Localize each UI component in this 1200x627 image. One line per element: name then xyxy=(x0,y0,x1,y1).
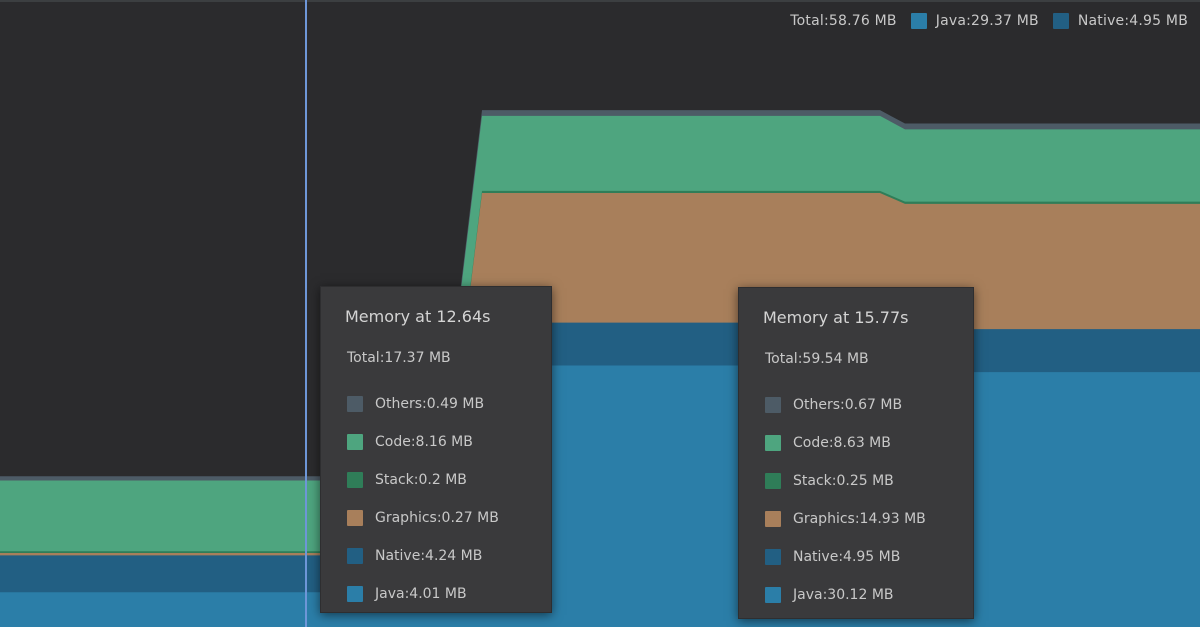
native-swatch-icon xyxy=(347,548,363,564)
tooltip-title: Memory at 12.64s xyxy=(345,307,491,326)
tooltip-rows: Others:0.67 MB Code:8.63 MB Stack:0.25 M… xyxy=(765,386,926,614)
legend-total-label: Total:58.76 MB xyxy=(790,13,897,29)
tooltip-row-label: Stack:0.25 MB xyxy=(793,473,894,489)
java-swatch-icon xyxy=(765,587,781,603)
stack-swatch-icon xyxy=(765,473,781,489)
tooltip-row-code: Code:8.63 MB xyxy=(765,424,926,462)
tooltip-row-others: Others:0.49 MB xyxy=(347,385,499,423)
tooltip-row-java: Java:4.01 MB xyxy=(347,575,499,613)
tooltip-row-label: Java:30.12 MB xyxy=(793,587,894,603)
top-border xyxy=(0,0,1200,2)
tooltip-row-label: Code:8.16 MB xyxy=(375,434,473,450)
tooltip-total: Total:59.54 MB xyxy=(765,351,869,367)
tooltip-row-others: Others:0.67 MB xyxy=(765,386,926,424)
tooltip-row-graphics: Graphics:14.93 MB xyxy=(765,500,926,538)
tooltip-row-code: Code:8.16 MB xyxy=(347,423,499,461)
tooltip-row-label: Others:0.67 MB xyxy=(793,397,903,413)
tooltip-row-label: Others:0.49 MB xyxy=(375,396,485,412)
legend-java-label: Java:29.37 MB xyxy=(935,13,1039,29)
legend-native-label: Native:4.95 MB xyxy=(1077,13,1188,29)
time-cursor-line[interactable] xyxy=(305,0,307,627)
others-swatch-icon xyxy=(765,397,781,413)
stack-swatch-icon xyxy=(347,472,363,488)
legend-item-java: Java:29.37 MB xyxy=(910,13,1039,29)
tooltip-total: Total:17.37 MB xyxy=(347,350,451,366)
code-swatch-icon xyxy=(347,434,363,450)
tooltip-title: Memory at 15.77s xyxy=(763,308,909,327)
tooltip-row-graphics: Graphics:0.27 MB xyxy=(347,499,499,537)
legend-item-total: Total:58.76 MB xyxy=(790,13,896,29)
tooltip-row-native: Native:4.24 MB xyxy=(347,537,499,575)
memory-legend: Total:58.76 MB Java:29.37 MB Native:4.95… xyxy=(790,13,1188,29)
native-swatch-icon xyxy=(1052,13,1069,29)
java-swatch-icon xyxy=(910,13,927,29)
others-swatch-icon xyxy=(347,396,363,412)
graphics-swatch-icon xyxy=(347,510,363,526)
tooltip-row-label: Java:4.01 MB xyxy=(375,586,467,602)
tooltip-row-stack: Stack:0.2 MB xyxy=(347,461,499,499)
tooltip-row-label: Graphics:14.93 MB xyxy=(793,511,926,527)
memory-tooltip: Memory at 12.64s Total:17.37 MB Others:0… xyxy=(320,286,552,613)
java-swatch-icon xyxy=(347,586,363,602)
legend-item-native: Native:4.95 MB xyxy=(1052,13,1188,29)
tooltip-row-label: Native:4.24 MB xyxy=(375,548,483,564)
tooltip-row-label: Graphics:0.27 MB xyxy=(375,510,499,526)
tooltip-row-label: Native:4.95 MB xyxy=(793,549,901,565)
graphics-swatch-icon xyxy=(765,511,781,527)
tooltip-row-java: Java:30.12 MB xyxy=(765,576,926,614)
tooltip-row-label: Code:8.63 MB xyxy=(793,435,891,451)
tooltip-rows: Others:0.49 MB Code:8.16 MB Stack:0.2 MB… xyxy=(347,385,499,613)
code-swatch-icon xyxy=(765,435,781,451)
memory-tooltip: Memory at 15.77s Total:59.54 MB Others:0… xyxy=(738,287,974,619)
tooltip-row-stack: Stack:0.25 MB xyxy=(765,462,926,500)
tooltip-row-label: Stack:0.2 MB xyxy=(375,472,467,488)
native-swatch-icon xyxy=(765,549,781,565)
tooltip-row-native: Native:4.95 MB xyxy=(765,538,926,576)
